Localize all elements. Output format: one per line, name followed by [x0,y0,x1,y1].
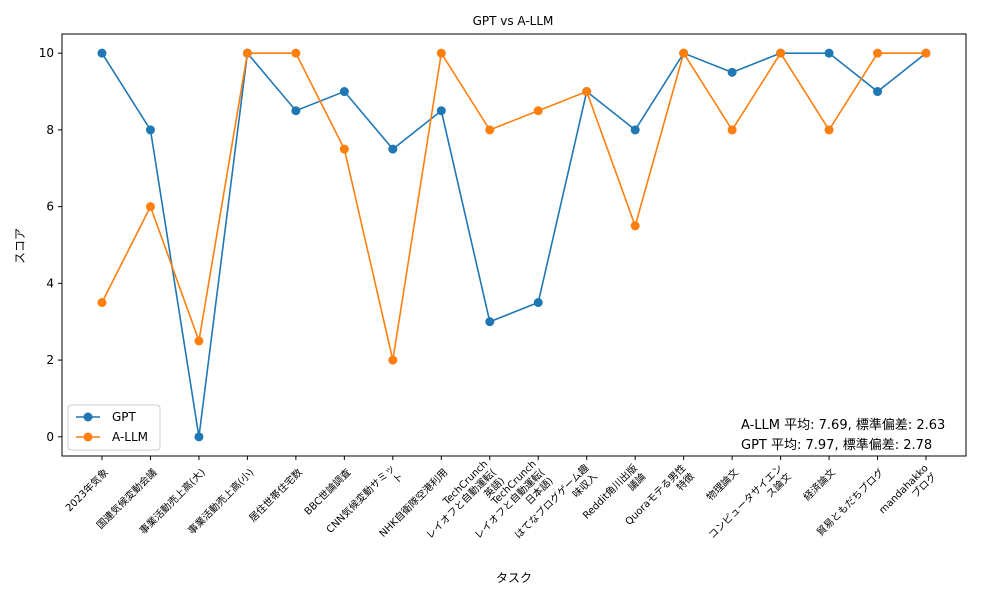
data-point-a-llm [291,48,301,58]
legend-label: A-LLM [112,430,148,444]
data-point-gpt [873,87,883,97]
data-point-a-llm [582,87,592,97]
x-tick-label: CNN気候変動サミット [323,462,406,545]
legend-marker [83,412,93,422]
data-point-a-llm [339,144,349,154]
chart-title: GPT vs A-LLM [473,14,554,28]
data-point-a-llm [630,221,640,231]
data-point-a-llm [97,298,107,308]
data-point-gpt [145,125,155,135]
data-point-a-llm [921,48,931,58]
series-line-a-llm [101,50,926,361]
data-point-a-llm [727,125,737,135]
y-tick-label: 6 [46,200,54,214]
data-point-gpt [533,298,543,308]
y-tick-label: 0 [46,430,54,444]
data-point-gpt [291,106,301,116]
data-point-gpt [436,106,446,116]
y-tick-label: 8 [46,123,54,137]
data-point-a-llm [873,48,883,58]
x-tick-label: コンピュータサイエンス論文 [706,462,794,550]
data-point-a-llm [776,48,786,58]
y-tick-label: 4 [46,276,54,290]
data-point-a-llm [824,125,834,135]
data-point-a-llm [485,125,495,135]
legend: GPT A-LLM [67,404,161,451]
data-point-a-llm [388,355,398,365]
gpt-stats-annotation: GPT 平均: 7.97, 標準偏差: 2.78 [741,437,932,453]
data-point-gpt [388,144,398,154]
data-point-a-llm [436,48,446,58]
data-point-gpt [824,48,834,58]
x-tick-label: 経済論文 [801,466,838,503]
data-point-gpt [630,125,640,135]
data-point-a-llm [194,336,204,346]
x-tick-label: mandahakkoブログ [877,463,939,525]
y-axis-label: スコア [13,228,27,264]
series-line-gpt [101,51,927,437]
data-point-a-llm [679,48,689,58]
x-tick-label: 2023年気象 [63,466,111,514]
data-point-gpt [97,48,107,58]
data-point-gpt [485,317,495,327]
data-point-a-llm [533,106,543,116]
y-tick-label: 2 [46,353,54,367]
plot-frame [61,33,967,457]
x-tick-label: 物理論文 [704,466,741,503]
allm-stats-annotation: A-LLM 平均: 7.69, 標準偏差: 2.63 [741,417,945,433]
data-point-a-llm [145,202,155,212]
x-axis-label: タスク [496,571,532,585]
y-tick-label: 10 [39,46,54,60]
data-point-gpt [727,67,737,77]
legend-label: GPT [112,410,137,424]
data-point-gpt [339,87,349,97]
legend-marker [83,432,93,442]
data-point-gpt [194,432,204,442]
data-point-a-llm [242,48,252,58]
